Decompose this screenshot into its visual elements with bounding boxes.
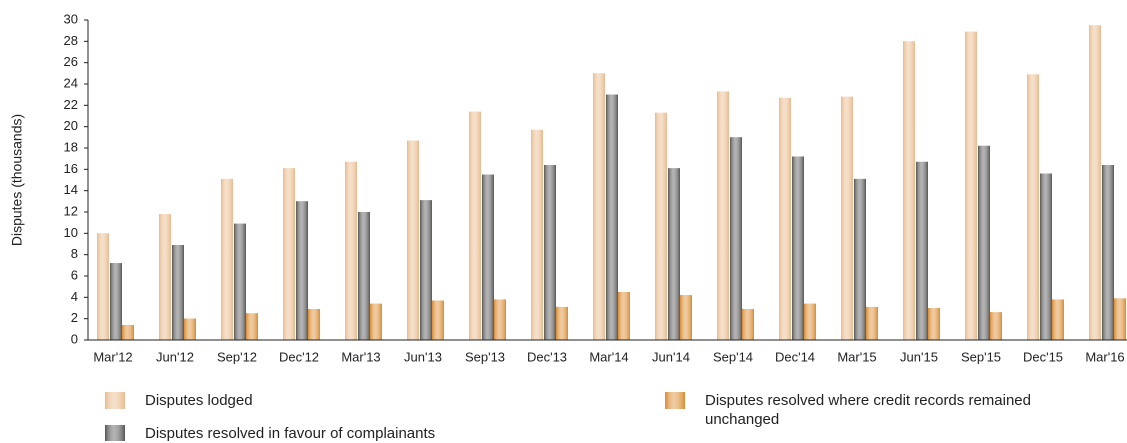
bar [1114,298,1126,340]
bar [494,299,506,340]
x-tick-label: Dec'12 [279,349,319,364]
bar [159,214,171,340]
legend-label: Disputes resolved in favour of complaina… [145,425,436,442]
bar [184,318,196,340]
x-tick-label: Sep'13 [465,349,505,364]
bar [606,94,618,341]
y-tick-label: 6 [71,267,78,282]
x-tick-label: Sep'15 [961,349,1001,364]
bar [742,309,754,340]
bar [965,31,977,340]
bar [296,201,308,340]
y-tick-label: 8 [71,246,78,261]
bar [556,306,568,340]
bar [122,325,134,340]
bar [593,73,605,340]
y-tick-label: 2 [71,310,78,325]
y-tick-label: 10 [64,225,78,240]
bar [420,200,432,340]
bar [345,161,357,340]
bar [407,140,419,340]
x-tick-label: Mar'13 [341,349,380,364]
bar [544,165,556,340]
bar [1027,74,1039,341]
bar [432,300,444,340]
bar [990,312,1002,340]
x-tick-label: Jun'13 [404,349,442,364]
x-tick-label: Sep'14 [713,349,753,364]
bar [110,263,122,340]
bar [221,178,233,340]
bar [172,245,184,340]
y-axis-label: Disputes (thousands) [9,114,25,246]
bar [97,233,109,340]
x-tick-label: Dec'13 [527,349,567,364]
bar [717,91,729,340]
bar [1102,165,1114,340]
bar [246,313,258,340]
x-tick-label: Jun'12 [156,349,194,364]
y-tick-label: 16 [64,161,78,176]
bar [1052,299,1064,340]
bar [370,303,382,340]
bar [903,41,915,340]
bar [618,292,630,340]
bar [978,145,990,340]
y-tick-label: 4 [71,289,78,304]
bar [308,309,320,340]
y-tick-label: 24 [64,75,78,90]
bar [358,212,370,340]
legend-label: Disputes resolved where credit records r… [705,392,1031,428]
bar [482,174,494,340]
bar [655,112,667,340]
y-tick-label: 0 [71,331,78,346]
legend-label: Disputes lodged [145,392,253,409]
bar [469,111,481,340]
x-tick-label: Mar'14 [589,349,628,364]
bar [730,137,742,340]
bar [928,308,940,340]
bar [680,295,692,340]
bar [792,156,804,340]
x-tick-label: Dec'14 [775,349,815,364]
bar [531,129,543,340]
y-tick-label: 28 [64,33,78,48]
bar [1089,25,1101,340]
bar [1040,173,1052,340]
x-tick-label: Jun'14 [652,349,690,364]
bar [916,161,928,340]
y-tick-label: 30 [64,11,78,26]
y-tick-label: 12 [64,203,78,218]
bar [234,223,246,340]
y-tick-label: 22 [64,97,78,112]
y-tick-label: 20 [64,118,78,133]
y-tick-label: 26 [64,54,78,69]
x-tick-label: Dec'15 [1023,349,1063,364]
bar [854,178,866,340]
bar [841,96,853,340]
x-tick-label: Jun'15 [900,349,938,364]
x-tick-label: Mar'15 [837,349,876,364]
bar [779,97,791,340]
x-tick-label: Mar'12 [93,349,132,364]
bar [283,168,295,340]
y-tick-label: 18 [64,139,78,154]
bar [668,168,680,340]
bar [866,306,878,340]
bar [804,303,816,340]
x-tick-label: Mar'16 [1085,349,1124,364]
y-tick-label: 14 [64,182,78,197]
x-tick-label: Sep'12 [217,349,257,364]
